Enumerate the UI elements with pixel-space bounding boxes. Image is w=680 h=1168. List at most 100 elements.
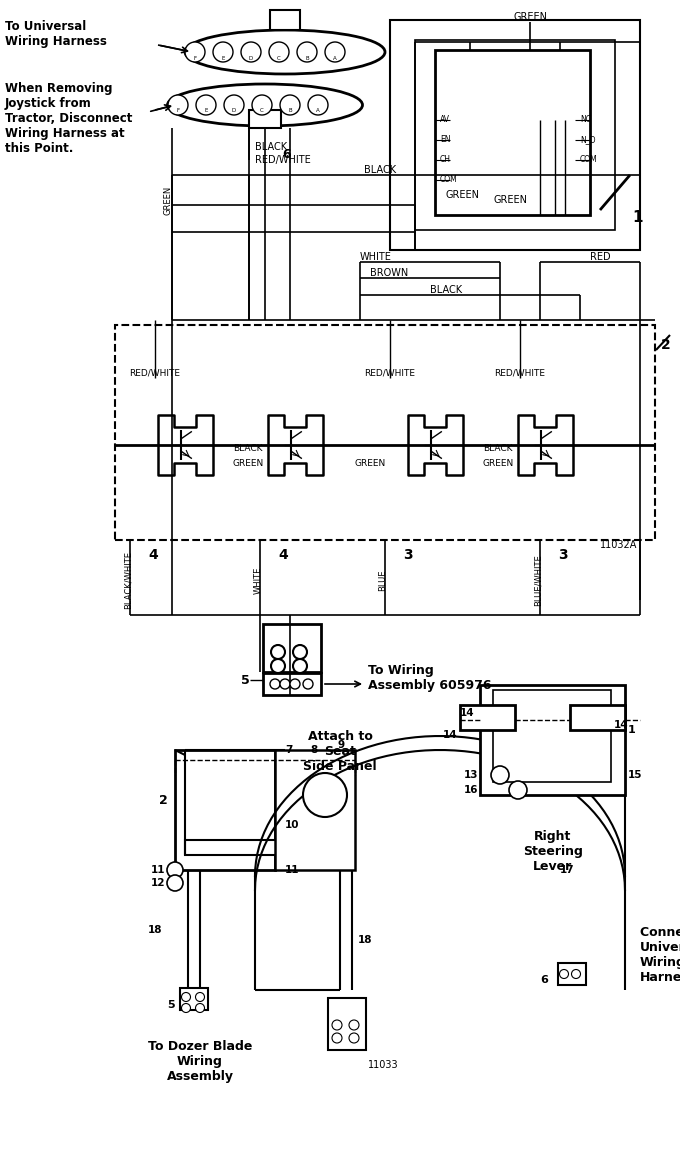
Bar <box>480 684 625 795</box>
Text: 11: 11 <box>285 865 299 875</box>
Text: 11032A: 11032A <box>600 540 637 550</box>
Text: 1: 1 <box>632 210 643 225</box>
Circle shape <box>297 42 317 62</box>
Text: RED/WHITE: RED/WHITE <box>255 155 311 165</box>
Text: 6: 6 <box>540 975 548 985</box>
Circle shape <box>303 773 347 816</box>
Text: 2: 2 <box>661 338 670 352</box>
Circle shape <box>167 875 183 891</box>
Text: GREEN: GREEN <box>513 12 547 22</box>
Circle shape <box>241 42 261 62</box>
Text: WHITE: WHITE <box>360 252 392 262</box>
Text: GREEN: GREEN <box>354 459 386 468</box>
Circle shape <box>185 42 205 62</box>
Text: E: E <box>221 56 224 61</box>
Text: 13: 13 <box>464 770 478 780</box>
Text: BROWN: BROWN <box>370 267 408 278</box>
Circle shape <box>349 1033 359 1043</box>
Text: CH: CH <box>440 155 451 165</box>
Text: GREEN: GREEN <box>163 186 173 215</box>
Ellipse shape <box>185 30 385 74</box>
Text: 5: 5 <box>241 674 250 687</box>
Circle shape <box>290 679 300 689</box>
Text: RED/WHITE: RED/WHITE <box>494 369 545 378</box>
Circle shape <box>293 659 307 673</box>
Text: BLACK/WHITE: BLACK/WHITE <box>124 551 133 609</box>
Circle shape <box>332 1033 342 1043</box>
Circle shape <box>213 42 233 62</box>
Circle shape <box>182 993 190 1001</box>
Text: 5: 5 <box>167 1000 175 1010</box>
Circle shape <box>325 42 345 62</box>
Text: BLACK: BLACK <box>430 285 462 296</box>
Text: RED/WHITE: RED/WHITE <box>364 369 415 378</box>
Text: 7: 7 <box>285 745 292 755</box>
Text: WHITE: WHITE <box>254 566 262 593</box>
Text: E: E <box>204 109 207 113</box>
Bar <box>558 962 586 985</box>
Text: 14: 14 <box>460 708 475 718</box>
Text: 6: 6 <box>282 148 290 161</box>
Text: RED: RED <box>590 252 611 262</box>
Text: 18: 18 <box>358 936 373 945</box>
Text: 2: 2 <box>159 793 168 806</box>
Text: NC: NC <box>580 116 591 125</box>
Text: COM: COM <box>440 175 458 185</box>
Bar <box>570 705 625 730</box>
Circle shape <box>349 1020 359 1030</box>
Bar <box>175 750 275 870</box>
Text: 15: 15 <box>628 770 643 780</box>
Text: GREEN: GREEN <box>493 195 527 206</box>
Text: 8: 8 <box>310 745 318 755</box>
Text: 10: 10 <box>285 820 299 830</box>
Text: When Removing
Joystick from
Tractor, Disconnect
Wiring Harness at
this Point.: When Removing Joystick from Tractor, Dis… <box>5 82 133 155</box>
Text: 11033: 11033 <box>368 1061 398 1070</box>
Text: 3: 3 <box>403 548 413 562</box>
Text: GREEN: GREEN <box>445 190 479 200</box>
Bar <box>390 20 640 250</box>
Text: 9: 9 <box>338 741 345 750</box>
Bar <box>115 325 655 540</box>
Text: 18: 18 <box>148 925 162 936</box>
Text: 1: 1 <box>628 725 636 735</box>
Circle shape <box>560 969 568 979</box>
Circle shape <box>332 1020 342 1030</box>
Circle shape <box>269 42 289 62</box>
Bar <box>185 840 285 855</box>
Circle shape <box>270 679 280 689</box>
Bar <box>263 673 321 695</box>
Text: 3: 3 <box>558 548 568 562</box>
Text: C: C <box>260 109 264 113</box>
Bar <box>275 750 355 870</box>
Text: GREEN: GREEN <box>482 459 513 468</box>
Circle shape <box>224 95 244 114</box>
Text: D: D <box>249 56 253 61</box>
Bar <box>249 110 281 128</box>
Text: 14: 14 <box>443 730 457 741</box>
Text: B: B <box>305 56 309 61</box>
Circle shape <box>308 95 328 114</box>
Circle shape <box>196 95 216 114</box>
Bar <box>460 705 515 730</box>
Text: BLACK: BLACK <box>483 444 513 453</box>
Text: AV: AV <box>440 116 450 125</box>
Ellipse shape <box>167 84 362 126</box>
Bar <box>180 988 208 1010</box>
Bar <box>328 997 366 1050</box>
Text: BLACK: BLACK <box>255 142 287 152</box>
Circle shape <box>280 95 300 114</box>
Text: To Dozer Blade
Wiring
Assembly: To Dozer Blade Wiring Assembly <box>148 1040 252 1083</box>
Circle shape <box>271 645 285 659</box>
Text: Right
Steering
Lever: Right Steering Lever <box>523 830 583 872</box>
Text: 14: 14 <box>613 719 628 730</box>
Text: To Wiring
Assembly 605976: To Wiring Assembly 605976 <box>368 663 492 691</box>
Circle shape <box>280 679 290 689</box>
Text: Attach to
Seat
Side Panel: Attach to Seat Side Panel <box>303 730 377 773</box>
Text: EN: EN <box>440 135 450 145</box>
Text: BLACK: BLACK <box>233 444 262 453</box>
Circle shape <box>196 1003 205 1013</box>
Bar <box>435 50 590 215</box>
Text: BLACK: BLACK <box>364 165 396 175</box>
Circle shape <box>509 781 527 799</box>
Text: BLUE: BLUE <box>379 569 388 591</box>
